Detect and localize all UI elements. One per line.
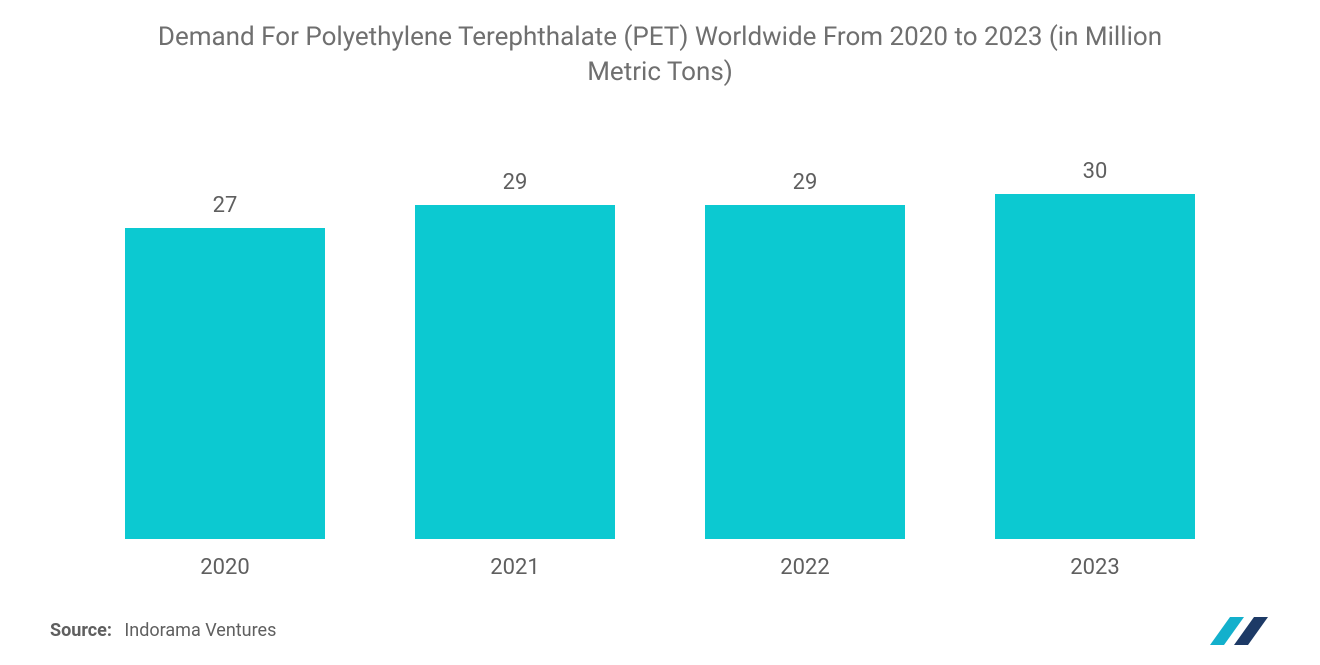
value-label: 27 xyxy=(213,193,238,218)
bar-group: 29 2022 xyxy=(660,130,950,580)
plot-area: 27 2020 29 2021 29 2022 30 2023 xyxy=(50,130,1270,580)
bar xyxy=(705,205,905,539)
source-value: Indorama Ventures xyxy=(124,620,276,641)
bar-group: 30 2023 xyxy=(950,130,1240,580)
chart-title: Demand For Polyethylene Terephthalate (P… xyxy=(150,20,1170,90)
bar xyxy=(125,228,325,539)
chart-container: Demand For Polyethylene Terephthalate (P… xyxy=(0,0,1320,665)
bar-group: 27 2020 xyxy=(80,130,370,580)
value-label: 29 xyxy=(503,170,528,195)
category-label: 2023 xyxy=(1070,555,1119,580)
category-label: 2022 xyxy=(780,555,829,580)
brand-logo-icon xyxy=(1208,613,1272,647)
bar xyxy=(415,205,615,539)
category-label: 2021 xyxy=(490,555,539,580)
bar-group: 29 2021 xyxy=(370,130,660,580)
category-label: 2020 xyxy=(200,555,249,580)
value-label: 30 xyxy=(1083,159,1108,184)
bar xyxy=(995,194,1195,539)
source-attribution: Source: Indorama Ventures xyxy=(50,620,276,641)
value-label: 29 xyxy=(793,170,818,195)
source-label: Source: xyxy=(50,620,112,641)
